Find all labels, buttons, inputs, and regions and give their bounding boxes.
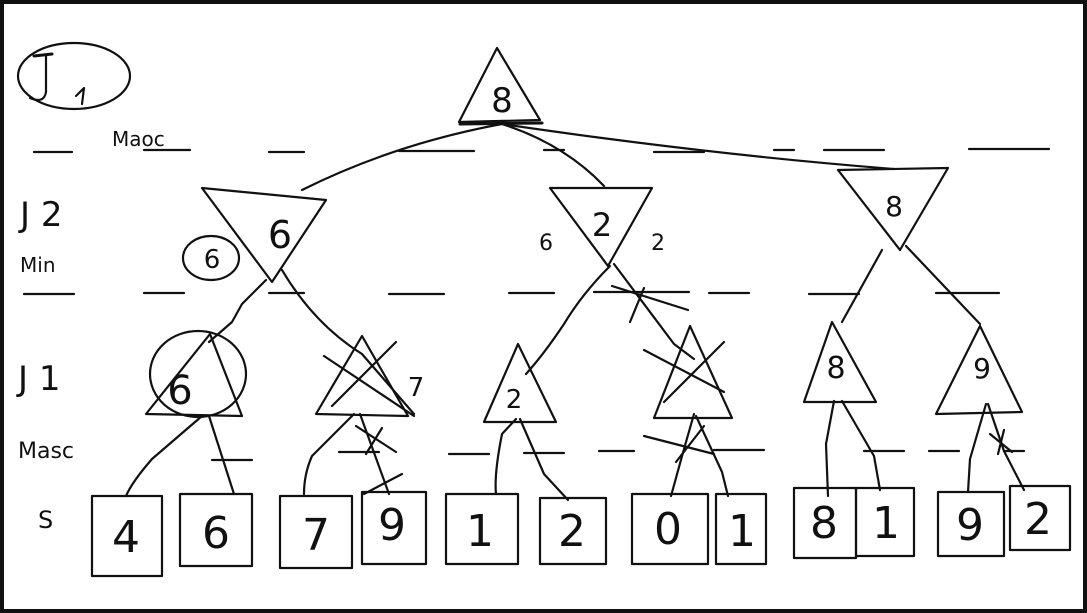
min-node-2-note-right: 2 — [651, 231, 665, 256]
circled-note — [181, 234, 241, 282]
label-min: Min — [20, 253, 56, 277]
label-states: S — [38, 506, 53, 534]
player-circle — [16, 41, 132, 111]
leaf-value: 1 — [872, 498, 900, 549]
leaf-boxes — [90, 484, 1072, 578]
leaf-value: 8 — [810, 498, 838, 549]
min-node-1-note: 6 — [204, 245, 221, 275]
leaf-value: 9 — [378, 500, 406, 551]
max-node-1-circle — [148, 329, 248, 419]
max-node-1-value: 6 — [167, 368, 192, 414]
max-node-5 — [802, 320, 878, 404]
max-node-6 — [934, 324, 1024, 416]
max-node-1 — [144, 332, 244, 418]
max-node-6-value: 9 — [973, 352, 991, 385]
min-node-2-note-left: 6 — [539, 231, 553, 256]
min-node-1 — [200, 186, 328, 284]
leaf-value: 1 — [466, 506, 494, 557]
label-max-top: Maoc — [112, 127, 165, 151]
label-player-2: J 2 — [18, 195, 62, 235]
level-separators — [22, 147, 1051, 462]
crossed-max-note: 7 — [408, 373, 425, 403]
leaf-value: 2 — [558, 506, 586, 557]
min-node-3-value: 8 — [885, 190, 903, 223]
max-node-2 — [314, 334, 410, 418]
leaf-value: 9 — [956, 500, 984, 551]
leaf-value: 2 — [1024, 494, 1052, 545]
min-node-2-value: 2 — [592, 206, 612, 244]
label-max-bottom: Masc — [18, 439, 74, 464]
prune-marks — [354, 284, 1014, 496]
min-node-1-value: 6 — [268, 213, 292, 257]
root-max-node — [457, 46, 542, 124]
label-player-1: J 1 — [16, 359, 60, 399]
leaf-value: 4 — [112, 512, 140, 563]
leaf-value: 7 — [302, 510, 330, 561]
max-node-3-value: 2 — [506, 385, 523, 415]
whiteboard-canvas: Maoc J 2 Min J 1 Masc S J 1 8 6 6 2 6 2 … — [4, 4, 1083, 609]
max-node-3 — [482, 342, 558, 424]
leaf-value: 1 — [728, 506, 756, 557]
min-node-3 — [836, 166, 950, 252]
tree-edges — [124, 122, 1026, 502]
leaf-value: 0 — [654, 504, 682, 555]
max-node-5-value: 8 — [826, 351, 845, 386]
leaf-value: 6 — [202, 508, 230, 559]
leaf-values: 4 6 7 9 1 2 0 1 8 1 9 2 — [112, 494, 1052, 563]
max-node-4 — [652, 324, 734, 420]
min-node-2 — [548, 186, 654, 268]
root-value: 8 — [491, 81, 513, 121]
game-tree-diagram: Maoc J 2 Min J 1 Masc S J 1 8 6 6 2 6 2 … — [16, 41, 1072, 578]
